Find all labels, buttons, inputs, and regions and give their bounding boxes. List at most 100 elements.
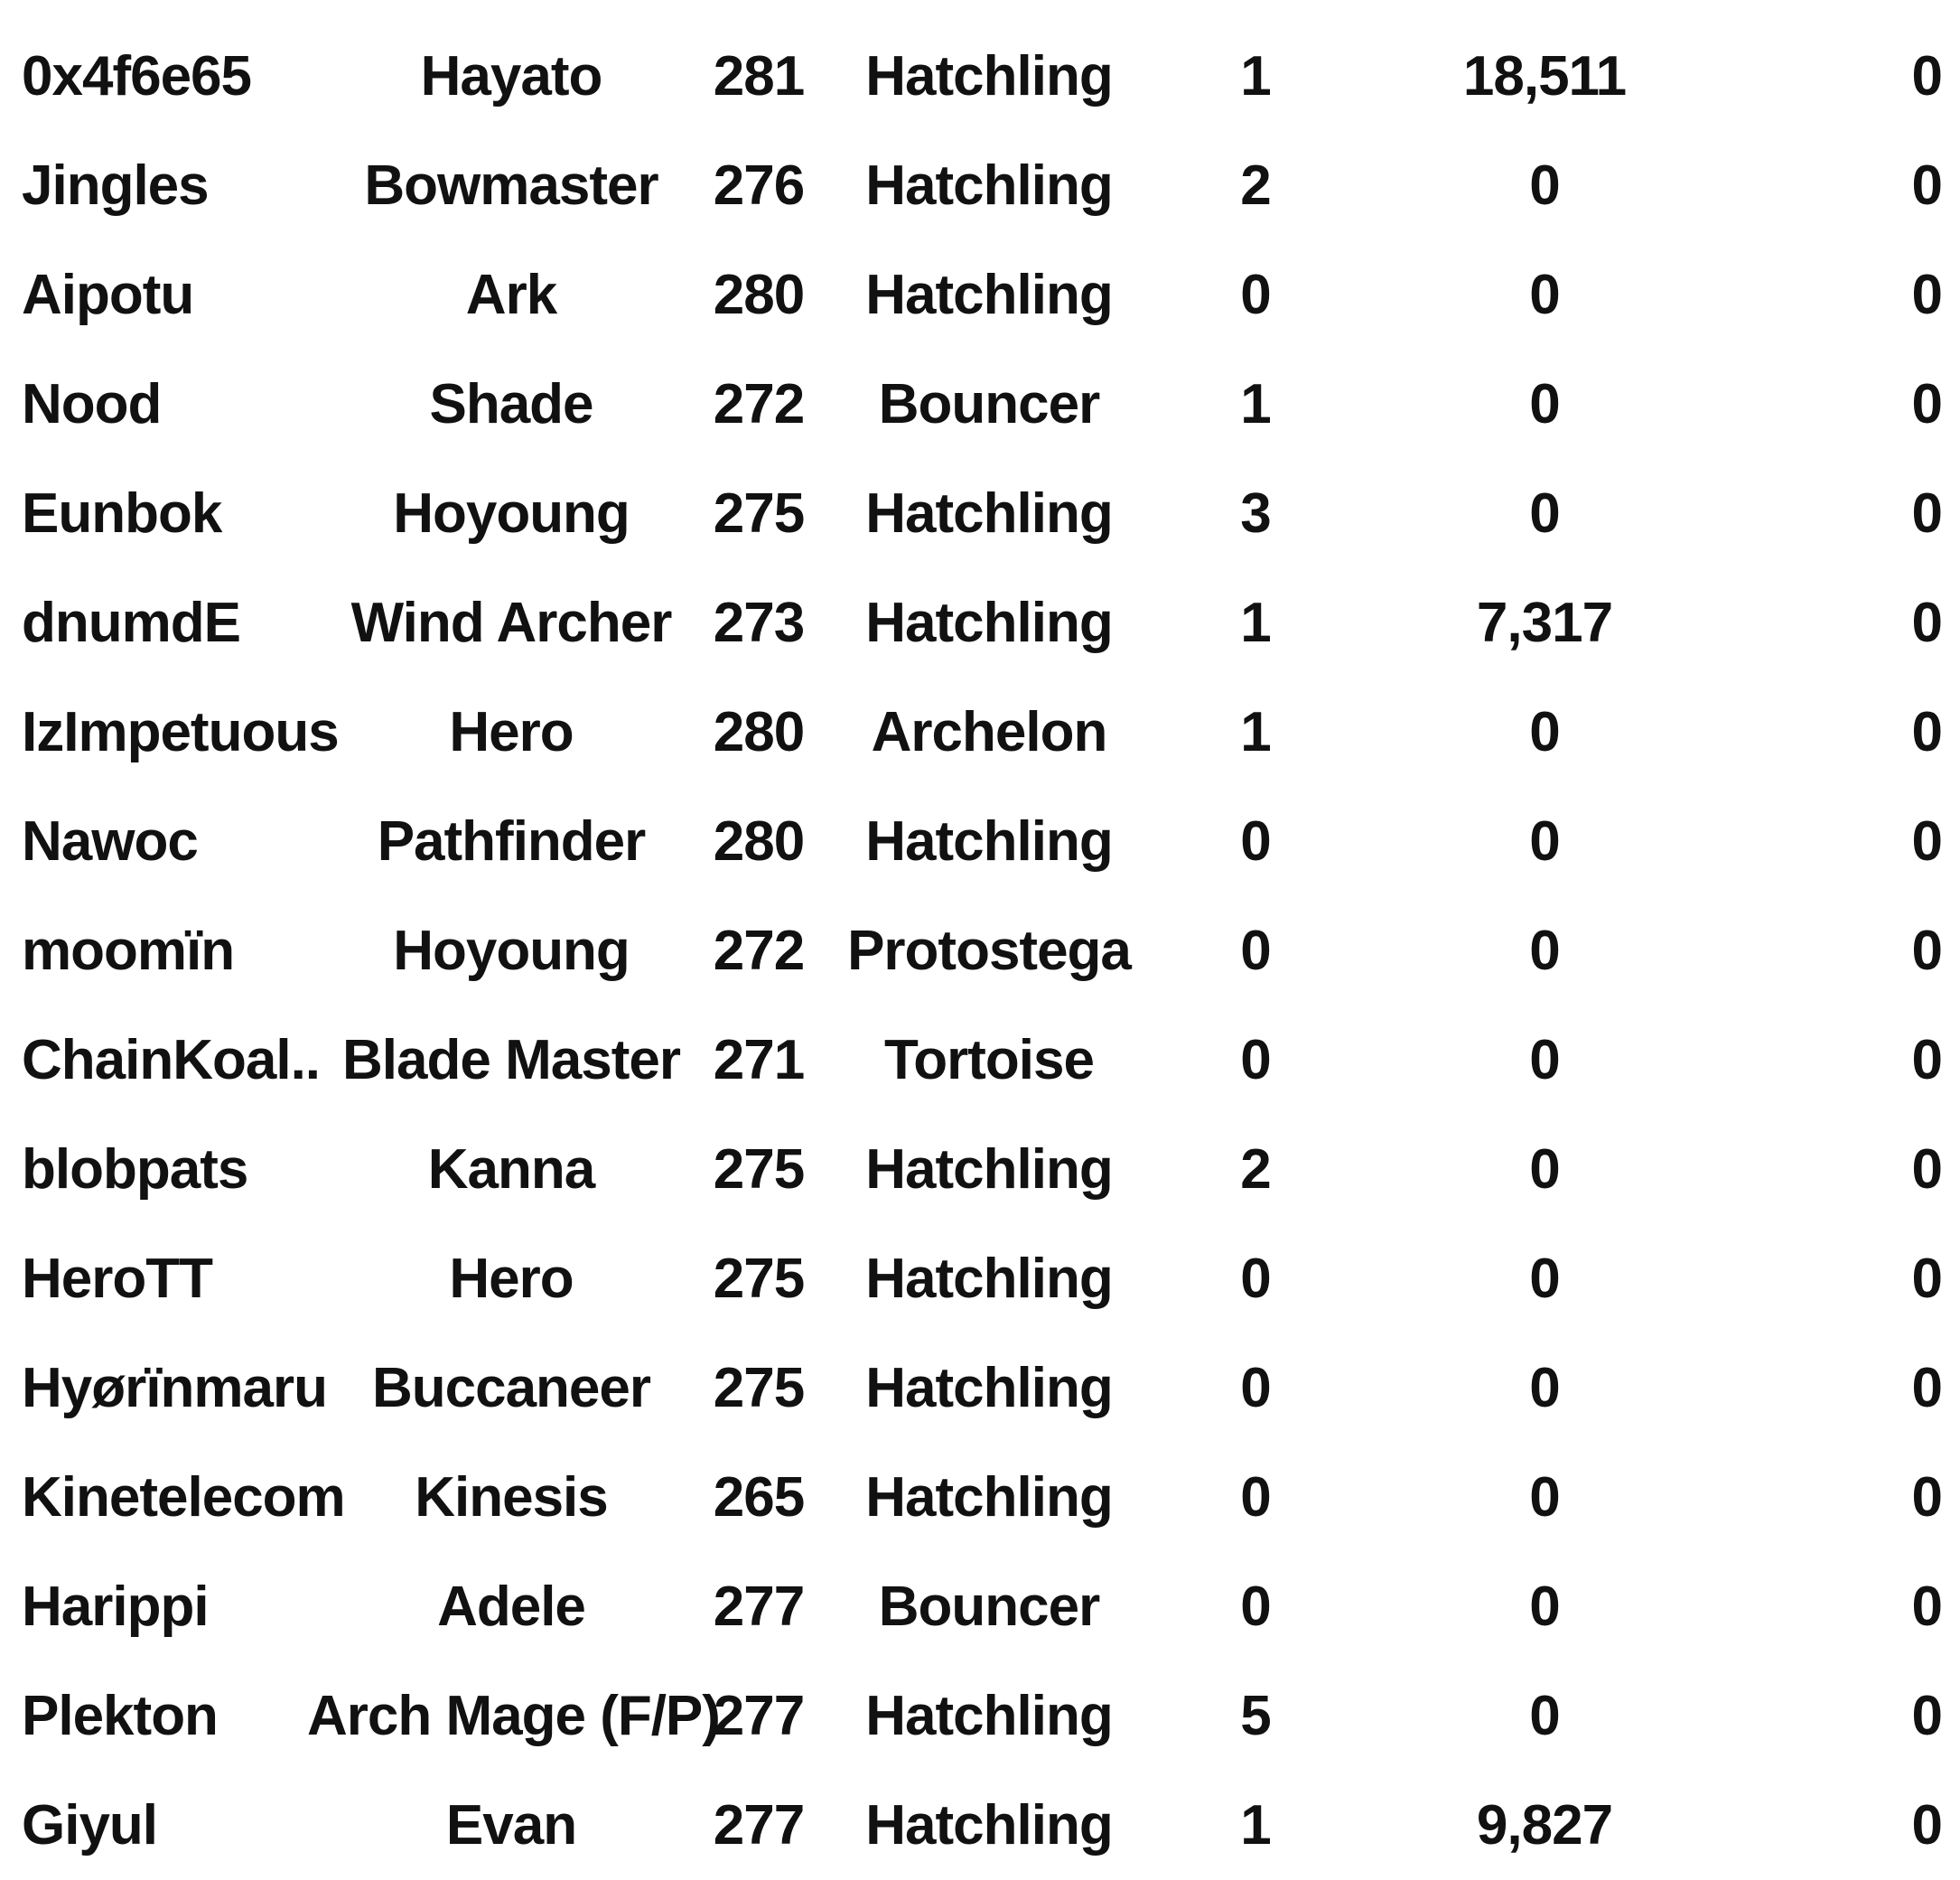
member-job: Hoyoung	[393, 482, 630, 545]
member-extra: 0	[1911, 1029, 1943, 1091]
member-level: 277	[713, 1794, 805, 1857]
member-points: 18,511	[1462, 45, 1627, 108]
member-extra: 0	[1911, 1357, 1943, 1419]
member-rank: 1	[1240, 701, 1271, 763]
member-rank: 5	[1240, 1685, 1271, 1747]
member-name: HeroTT	[22, 1248, 213, 1310]
member-legion: Hatchling	[865, 264, 1113, 326]
member-level: 277	[713, 1685, 805, 1747]
member-points: 0	[1529, 482, 1560, 545]
member-points: 9,827	[1476, 1794, 1613, 1857]
member-extra: 0	[1911, 1138, 1943, 1201]
member-extra: 0	[1911, 45, 1943, 108]
member-name: Kinetelecom	[22, 1466, 346, 1529]
member-rank: 0	[1240, 1029, 1271, 1091]
member-level: 280	[713, 264, 805, 326]
member-job: Kinesis	[415, 1466, 609, 1529]
member-legion: Hatchling	[865, 810, 1113, 873]
table-row: Jingles Bowmaster 276 Hatchling 2 0 0	[0, 131, 1960, 240]
member-job: Evan	[445, 1794, 577, 1857]
member-name: Eunbok	[22, 482, 222, 545]
member-level: 275	[713, 1248, 805, 1310]
member-level: 276	[713, 154, 805, 217]
member-level: 280	[713, 810, 805, 873]
member-extra: 0	[1911, 701, 1943, 763]
member-points: 0	[1529, 154, 1560, 217]
member-legion: Hatchling	[865, 482, 1113, 545]
member-extra: 0	[1911, 920, 1943, 982]
member-name: ChainKoal..	[22, 1029, 321, 1091]
member-points: 0	[1529, 373, 1560, 435]
member-legion: Hatchling	[865, 1685, 1113, 1747]
table-row: Harippi Adele 277 Bouncer 0 0 0	[0, 1552, 1960, 1661]
member-name: moomïn	[22, 920, 235, 982]
table-row: Kinetelecom Kinesis 265 Hatchling 0 0 0	[0, 1443, 1960, 1552]
member-legion: Hatchling	[865, 1794, 1113, 1857]
member-name: dnumdE	[22, 592, 241, 654]
member-name: Hyørïnmaru	[22, 1357, 328, 1419]
member-extra: 0	[1911, 1685, 1943, 1747]
member-legion: Tortoise	[884, 1029, 1095, 1091]
member-legion: Hatchling	[865, 1248, 1113, 1310]
member-rank: 2	[1240, 1138, 1271, 1201]
member-level: 277	[713, 1576, 805, 1638]
member-rank: 0	[1240, 1576, 1271, 1638]
member-rank: 0	[1240, 264, 1271, 326]
member-level: 273	[713, 592, 805, 654]
member-name: Harippi	[22, 1576, 210, 1638]
member-points: 0	[1529, 701, 1560, 763]
member-extra: 0	[1911, 1466, 1943, 1529]
member-name: Aipotu	[22, 264, 194, 326]
member-job: Hero	[449, 701, 574, 763]
table-row: blobpats Kanna 275 Hatchling 2 0 0	[0, 1115, 1960, 1224]
member-name: Giyul	[22, 1794, 158, 1857]
member-job: Bowmaster	[364, 154, 658, 217]
member-name: Nawoc	[22, 810, 199, 873]
member-level: 275	[713, 1138, 805, 1201]
member-job: Kanna	[427, 1138, 595, 1201]
table-row: Nawoc Pathfinder 280 Hatchling 0 0 0	[0, 787, 1960, 896]
table-row: HeroTT Hero 275 Hatchling 0 0 0	[0, 1224, 1960, 1333]
member-rank: 1	[1240, 373, 1271, 435]
member-name: Nood	[22, 373, 162, 435]
table-row: IzImpetuous Hero 280 Archelon 1 0 0	[0, 678, 1960, 787]
member-points: 0	[1529, 920, 1560, 982]
member-rank: 0	[1240, 810, 1271, 873]
member-rank: 0	[1240, 920, 1271, 982]
member-extra: 0	[1911, 373, 1943, 435]
table-row: ChainKoal.. Blade Master 271 Tortoise 0 …	[0, 1005, 1960, 1115]
member-name: Plekton	[22, 1685, 219, 1747]
member-legion: Hatchling	[865, 45, 1113, 108]
member-level: 271	[713, 1029, 805, 1091]
member-points: 0	[1529, 810, 1560, 873]
member-rank: 0	[1240, 1357, 1271, 1419]
table-row: Aipotu Ark 280 Hatchling 0 0 0	[0, 240, 1960, 350]
member-level: 280	[713, 701, 805, 763]
member-level: 275	[713, 1357, 805, 1419]
table-row: dnumdE Wind Archer 273 Hatchling 1 7,317…	[0, 568, 1960, 678]
member-job: Hero	[449, 1248, 574, 1310]
member-job: Buccaneer	[371, 1357, 651, 1419]
member-legion: Hatchling	[865, 1357, 1113, 1419]
member-job: Hayato	[420, 45, 603, 108]
member-points: 0	[1529, 1138, 1560, 1201]
member-level: 272	[713, 920, 805, 982]
member-job: Ark	[465, 264, 557, 326]
member-rank: 1	[1240, 592, 1271, 654]
member-name: IzImpetuous	[22, 701, 340, 763]
member-name: 0x4f6e65	[22, 45, 252, 108]
member-level: 281	[713, 45, 805, 108]
member-name: Jingles	[22, 154, 210, 217]
member-job: Shade	[429, 373, 593, 435]
table-row: Giyul Evan 277 Hatchling 1 9,827 0	[0, 1771, 1960, 1880]
table-row: Nood Shade 272 Bouncer 1 0 0	[0, 350, 1960, 459]
member-legion: Hatchling	[865, 154, 1113, 217]
member-points: 0	[1529, 1357, 1560, 1419]
member-legion: Protostega	[847, 920, 1132, 982]
member-level: 275	[713, 482, 805, 545]
member-legion: Bouncer	[878, 373, 1100, 435]
member-extra: 0	[1911, 482, 1943, 545]
table-row: moomïn Hoyoung 272 Protostega 0 0 0	[0, 896, 1960, 1005]
member-points: 0	[1529, 1576, 1560, 1638]
member-rank: 1	[1240, 45, 1271, 108]
